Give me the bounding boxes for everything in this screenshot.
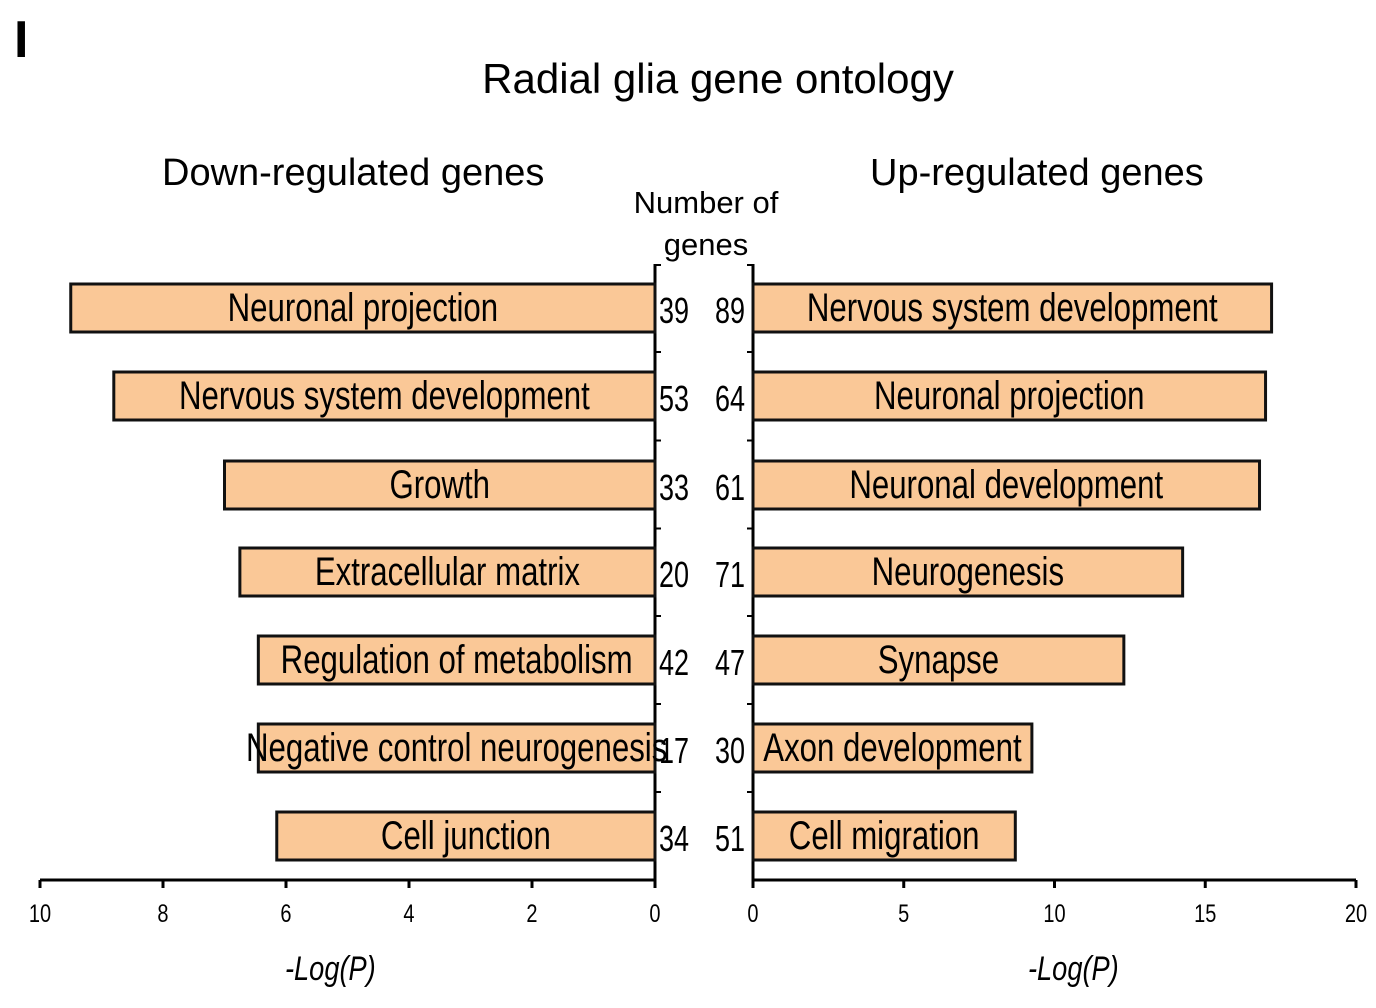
bar-label: Regulation of metabolism bbox=[281, 637, 633, 682]
right-panel-title: Up-regulated genes bbox=[870, 152, 1204, 194]
bar bbox=[238, 546, 657, 598]
left-x-tick-label: 10 bbox=[29, 900, 51, 928]
gene-count-label: 64 bbox=[715, 378, 745, 419]
count-header: Number of genes bbox=[633, 185, 779, 262]
bar bbox=[256, 634, 657, 686]
right-x-tick-label: 10 bbox=[1043, 900, 1065, 928]
gene-count-label: 71 bbox=[715, 554, 745, 595]
left-panel-title: Down-regulated genes bbox=[162, 152, 545, 194]
bar bbox=[751, 810, 1017, 862]
gene-count-label: 30 bbox=[715, 730, 745, 771]
bar bbox=[751, 634, 1126, 686]
right-x-axis-label: -Log(P) bbox=[1028, 950, 1119, 988]
left-x-tick-label: 0 bbox=[649, 900, 660, 928]
left-x-tick-label: 2 bbox=[526, 900, 537, 928]
bar bbox=[256, 722, 657, 774]
gene-count-label: 42 bbox=[659, 642, 689, 683]
bar-label: Cell migration bbox=[789, 813, 980, 858]
gene-count-label: 47 bbox=[715, 642, 745, 683]
gene-count-label: 89 bbox=[715, 290, 745, 331]
bar bbox=[223, 459, 657, 511]
bar bbox=[751, 459, 1262, 511]
bar-label: Nervous system development bbox=[179, 373, 590, 418]
bar-label: Neuronal projection bbox=[874, 373, 1144, 418]
bar-label: Negative control neurogenesis bbox=[246, 725, 667, 770]
gene-count-label: 61 bbox=[715, 467, 745, 508]
left-x-tick-label: 4 bbox=[403, 900, 414, 928]
bar-label: Neuronal development bbox=[849, 462, 1163, 507]
right-x-tick-label: 15 bbox=[1194, 900, 1216, 928]
bar bbox=[112, 370, 657, 422]
left-x-tick-label: 8 bbox=[157, 900, 168, 928]
bar-label: Axon development bbox=[763, 725, 1021, 770]
gene-count-label: 53 bbox=[659, 378, 689, 419]
left-x-axis-label: -Log(P) bbox=[285, 950, 376, 988]
gene-count-label: 39 bbox=[659, 290, 689, 331]
chart-title: Radial glia gene ontology bbox=[482, 55, 954, 102]
bar bbox=[275, 810, 657, 862]
bar-label: Neurogenesis bbox=[872, 549, 1064, 594]
bar-label: Neuronal projection bbox=[228, 285, 498, 330]
gene-count-label: 34 bbox=[659, 818, 689, 859]
bar-label: Extracellular matrix bbox=[315, 549, 580, 594]
gene-count-label: 33 bbox=[659, 467, 689, 508]
bar bbox=[751, 282, 1274, 334]
gene-count-label: 51 bbox=[715, 818, 745, 859]
left-x-tick-label: 6 bbox=[280, 900, 291, 928]
gene-count-label: 20 bbox=[659, 554, 689, 595]
right-x-tick-label: 20 bbox=[1345, 900, 1367, 928]
bar-label: Cell junction bbox=[381, 813, 551, 858]
bar-label: Nervous system development bbox=[807, 285, 1218, 330]
panel-letter: I bbox=[14, 11, 29, 69]
bar bbox=[751, 370, 1268, 422]
bar bbox=[69, 282, 657, 334]
bar bbox=[751, 546, 1185, 598]
bar-label: Synapse bbox=[878, 637, 999, 682]
right-x-tick-label: 5 bbox=[898, 900, 909, 928]
bar bbox=[751, 722, 1034, 774]
bar-label: Growth bbox=[389, 462, 490, 507]
right-x-tick-label: 0 bbox=[747, 900, 758, 928]
gene-count-label: 17 bbox=[659, 730, 689, 771]
